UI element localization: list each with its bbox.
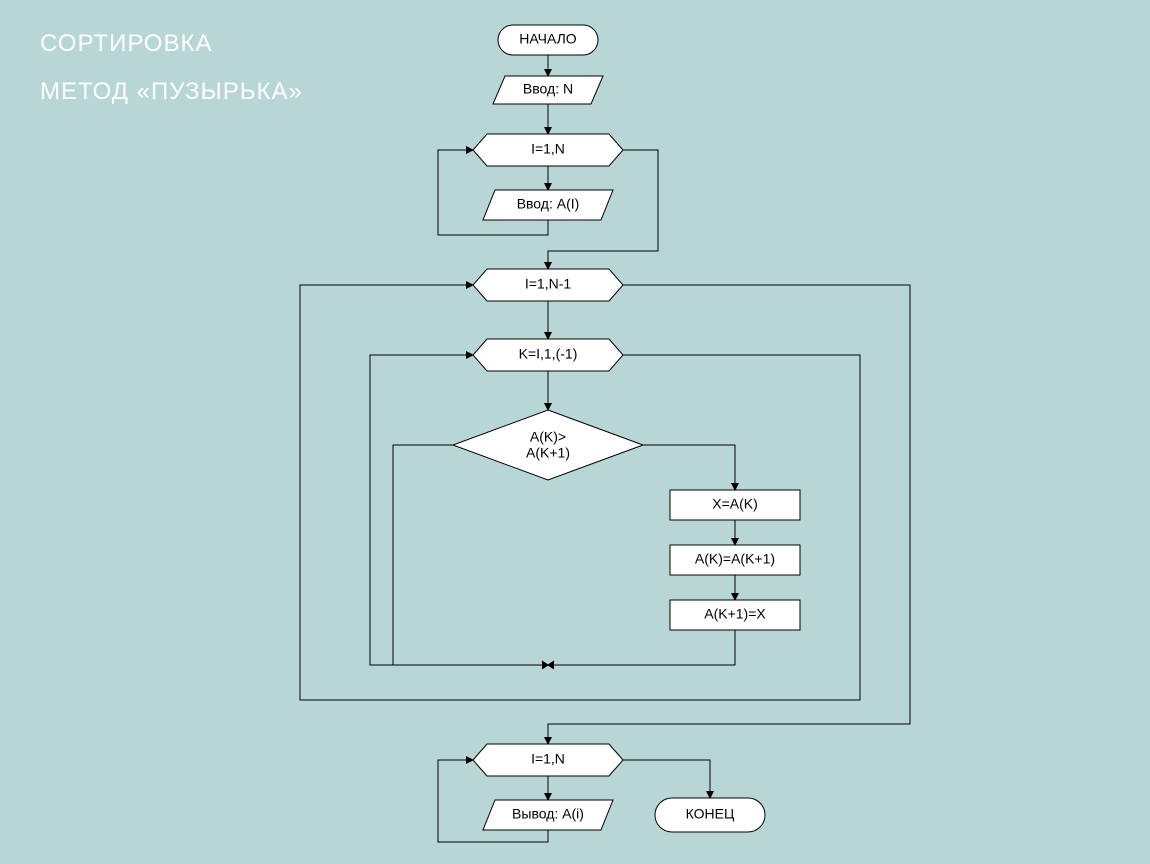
svg-text:A(K)=A(K+1): A(K)=A(K+1) (695, 551, 775, 567)
svg-text:I=1,N: I=1,N (531, 751, 565, 767)
svg-text:I=1,N: I=1,N (531, 141, 565, 157)
svg-text:КОНЕЦ: КОНЕЦ (686, 806, 735, 822)
svg-text:I=1,N-1: I=1,N-1 (525, 276, 572, 292)
svg-text:A(K)>: A(K)> (530, 429, 566, 445)
svg-text:X=A(K): X=A(K) (712, 496, 758, 512)
svg-text:A(K+1)=X: A(K+1)=X (704, 606, 766, 622)
flowchart-svg: НАЧАЛО Ввод: N I=1,N Ввод: A(I) I=1,N-1 K=I,1… (0, 0, 1150, 864)
svg-text:K=I,1,(-1): K=I,1,(-1) (519, 346, 578, 362)
svg-text:A(K+1): A(K+1) (526, 445, 570, 461)
svg-text:Ввод: N: Ввод: N (523, 81, 573, 97)
svg-text:Ввод: A(I): Ввод: A(I) (517, 196, 580, 212)
svg-text:Вывод: A(i): Вывод: A(i) (512, 806, 584, 822)
svg-text:НАЧАЛО: НАЧАЛО (519, 31, 577, 47)
